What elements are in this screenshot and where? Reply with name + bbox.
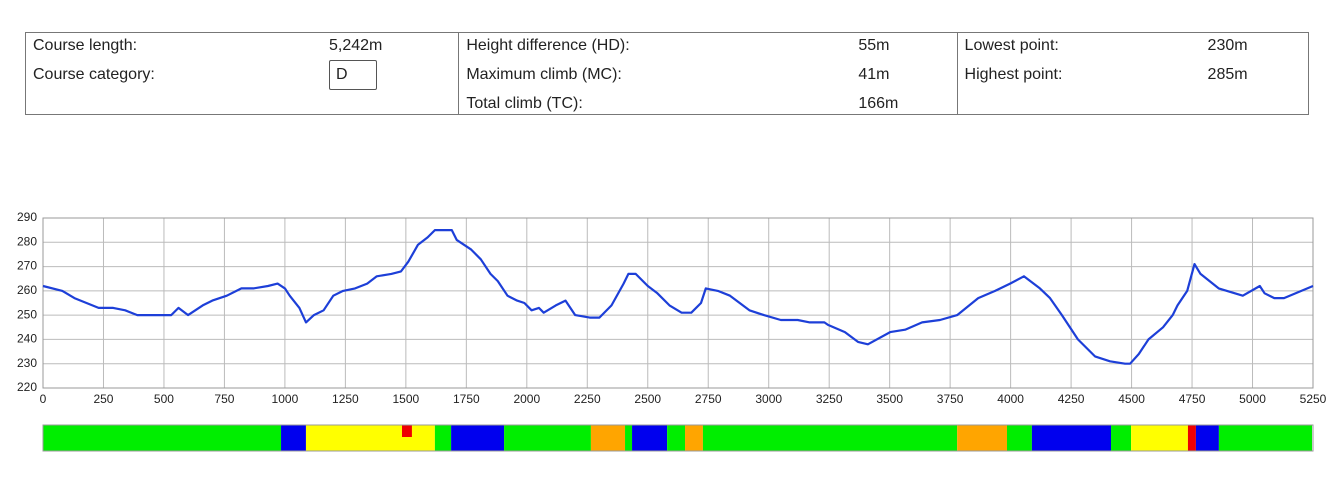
- info-row: Course length: 5,242m: [33, 37, 453, 57]
- y-tick-label: 260: [17, 283, 37, 297]
- info-row: Height difference (HD): 55m: [466, 37, 951, 57]
- x-tick-label: 2750: [695, 392, 722, 406]
- info-label: Highest point:: [964, 66, 1063, 83]
- category-segment: [1111, 425, 1132, 451]
- info-value: 55m: [858, 37, 890, 54]
- category-input[interactable]: D: [329, 60, 377, 90]
- x-tick-label: 2000: [513, 392, 540, 406]
- category-segment: [1006, 425, 1032, 451]
- info-label: Total climb (TC):: [466, 95, 583, 112]
- info-row: Total climb (TC): 166m: [466, 95, 951, 115]
- x-tick-label: 4000: [997, 392, 1024, 406]
- category-segment: [1031, 425, 1112, 451]
- category-segment: [1195, 425, 1219, 451]
- y-tick-label: 240: [17, 332, 37, 346]
- y-tick-label: 220: [17, 380, 37, 394]
- category-segment: [685, 425, 703, 451]
- x-tick-label: 4500: [1118, 392, 1145, 406]
- category-segment: [590, 425, 626, 451]
- category-segment: [451, 425, 505, 451]
- info-row: Highest point: 285m: [965, 66, 1302, 86]
- category-segment: [504, 425, 591, 451]
- x-tick-label: 500: [154, 392, 174, 406]
- info-value: 5,242m: [329, 37, 383, 54]
- info-value: 230m: [1207, 37, 1248, 54]
- x-tick-label: 0: [40, 392, 47, 406]
- y-tick-label: 290: [17, 210, 37, 224]
- course-info: Course length: 5,242m Course category: D Hei…: [25, 32, 1309, 115]
- info-row: Lowest point: 230m: [965, 37, 1302, 57]
- x-tick-label: 750: [214, 392, 234, 406]
- info-column: Course length: 5,242m Course category: D: [26, 33, 460, 114]
- x-tick-label: 250: [93, 392, 113, 406]
- category-marker: [401, 425, 412, 437]
- category-segment: [625, 425, 633, 451]
- y-tick-label: 270: [17, 259, 37, 273]
- x-tick-label: 1250: [332, 392, 359, 406]
- info-label: Course category:: [33, 66, 155, 83]
- elevation-line: [42, 229, 1314, 365]
- x-tick-label: 4250: [1058, 392, 1085, 406]
- y-tick-label: 280: [17, 234, 37, 248]
- info-label: Course length:: [33, 37, 138, 54]
- x-tick-label: 4750: [1179, 392, 1206, 406]
- info-label: Maximum climb (MC):: [466, 66, 622, 83]
- category-segment: [434, 425, 452, 451]
- x-tick-label: 3750: [937, 392, 964, 406]
- category-segment: [632, 425, 668, 451]
- x-tick-label: 1000: [272, 392, 299, 406]
- x-tick-label: 2250: [574, 392, 601, 406]
- category-frame: [42, 424, 1314, 452]
- category-segment: [667, 425, 686, 451]
- x-tick-label: 1500: [393, 392, 420, 406]
- info-value: 166m: [858, 95, 899, 112]
- x-tick-label: 5000: [1239, 392, 1266, 406]
- info-value: 285m: [1207, 66, 1248, 83]
- info-row: Maximum climb (MC): 41m: [466, 66, 951, 86]
- info-label: Lowest point:: [964, 37, 1059, 54]
- x-tick-label: 5250: [1300, 392, 1327, 406]
- category-segment: [957, 425, 1007, 451]
- category-segment: [1131, 425, 1188, 451]
- x-tick-label: 3000: [755, 392, 782, 406]
- info-row: Course category: D: [33, 60, 453, 90]
- info-value: 41m: [858, 66, 890, 83]
- info-label: Height difference (HD):: [466, 37, 630, 54]
- category-segment: [281, 425, 306, 451]
- category-segment: [1218, 425, 1313, 451]
- x-tick-label: 3250: [816, 392, 843, 406]
- category-segment: [43, 425, 282, 451]
- category-segment: [702, 425, 958, 451]
- info-column: Lowest point: 230m Highest point: 285m: [958, 33, 1308, 114]
- category-segment: [305, 425, 435, 451]
- x-tick-label: 3500: [876, 392, 903, 406]
- info-column: Height difference (HD): 55m Maximum climb …: [459, 33, 958, 115]
- x-tick-label: 1750: [453, 392, 480, 406]
- y-tick-label: 230: [17, 356, 37, 370]
- x-tick-label: 2500: [634, 392, 661, 406]
- category-segment: [1187, 425, 1196, 451]
- y-tick-label: 250: [17, 307, 37, 321]
- plot-frame: [42, 217, 1314, 389]
